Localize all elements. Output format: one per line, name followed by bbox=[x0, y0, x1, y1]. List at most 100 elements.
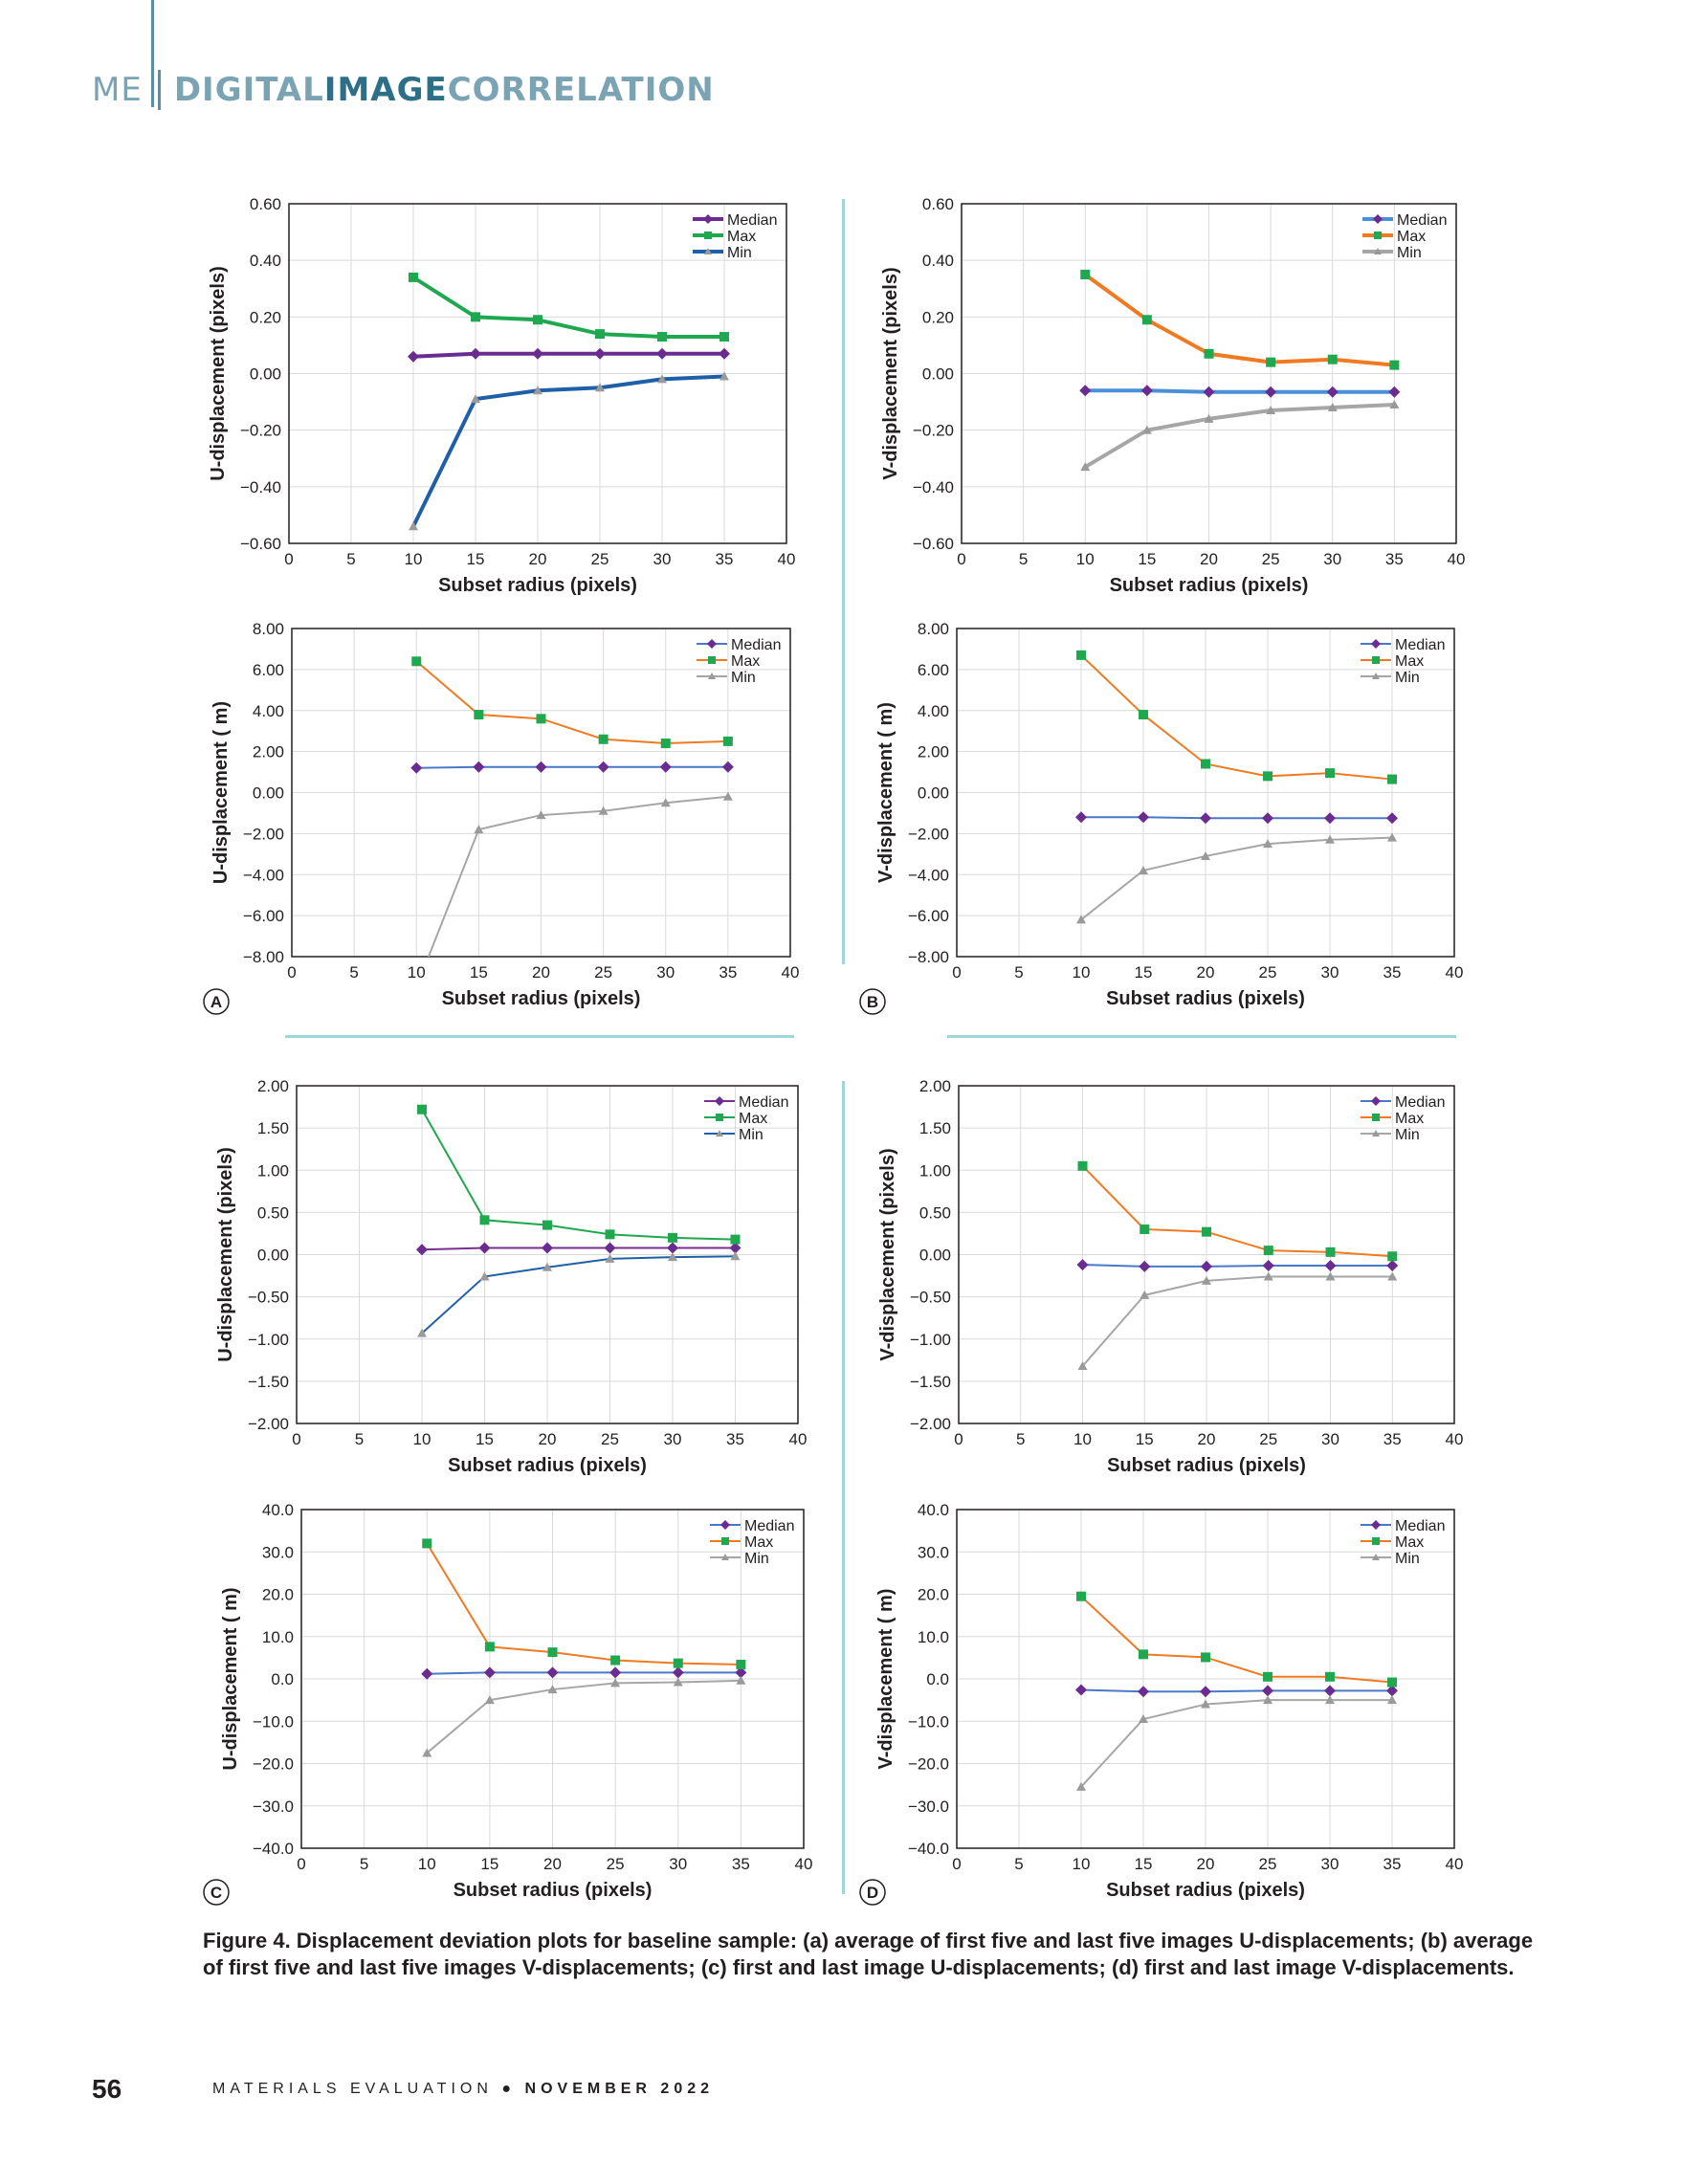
x-axis-label: Subset radius (pixels) bbox=[448, 1455, 647, 1476]
data-point-median bbox=[1076, 1259, 1089, 1271]
data-point-min bbox=[533, 386, 542, 395]
data-point-max bbox=[1263, 1671, 1273, 1682]
data-point-min bbox=[722, 791, 733, 801]
x-tick-label: 25 bbox=[1259, 1430, 1277, 1448]
series-line-median bbox=[421, 1246, 736, 1251]
y-tick-label: −1.50 bbox=[248, 1373, 289, 1391]
x-tick-label: 10 bbox=[413, 1430, 432, 1448]
x-tick-label: 0 bbox=[297, 1855, 305, 1873]
data-point-min bbox=[1141, 425, 1152, 434]
y-tick-label: −1.50 bbox=[910, 1373, 951, 1391]
footer-separator: ● bbox=[501, 2081, 517, 2097]
y-tick-label: −2.00 bbox=[248, 1415, 289, 1433]
y-tick-label: −10.0 bbox=[908, 1712, 949, 1731]
x-tick-label: 10 bbox=[408, 963, 426, 982]
y-tick-label: −0.20 bbox=[913, 422, 954, 440]
y-tick-label: 0.00 bbox=[253, 784, 284, 803]
x-tick-label: 10 bbox=[1073, 963, 1091, 982]
data-point-min bbox=[595, 383, 605, 392]
series-line-median bbox=[1085, 388, 1395, 394]
data-point-min bbox=[1139, 1714, 1148, 1724]
data-point-median bbox=[470, 347, 481, 360]
data-point-median bbox=[672, 1666, 684, 1679]
header-divider bbox=[157, 70, 161, 110]
y-tick-label: −30.0 bbox=[253, 1798, 294, 1816]
series-group bbox=[1076, 1160, 1399, 1370]
data-point-max bbox=[417, 1104, 427, 1114]
legend-marker bbox=[1373, 214, 1383, 224]
legend-marker bbox=[1372, 1130, 1380, 1136]
panel-label-circle bbox=[203, 988, 230, 1015]
x-tick-label: 25 bbox=[1259, 963, 1277, 982]
y-tick-label: 40.0 bbox=[262, 1501, 294, 1519]
legend-label-max: Max bbox=[1397, 229, 1426, 245]
legend-label-median: Median bbox=[1395, 1094, 1445, 1111]
legend-marker bbox=[707, 639, 717, 649]
x-tick-label: 0 bbox=[284, 550, 293, 568]
x-axis-label: Subset radius (pixels) bbox=[1106, 1880, 1305, 1901]
x-tick-label: 0 bbox=[292, 1430, 300, 1448]
y-axis-label: V-displacement ( m) bbox=[875, 1589, 896, 1770]
x-tick-label: 5 bbox=[346, 550, 355, 568]
chart-8: −40.0 −30.0 −20.0 −10.0 0.0 10.0 20.0 30.0 40.0 0… bbox=[875, 1501, 1463, 1901]
data-point-max bbox=[719, 332, 729, 342]
data-point-max bbox=[736, 1659, 746, 1669]
data-point-median bbox=[1203, 386, 1215, 398]
y-tick-label: 1.00 bbox=[919, 1161, 951, 1180]
data-point-max bbox=[673, 1658, 683, 1668]
data-point-min bbox=[1139, 865, 1148, 874]
data-point-max bbox=[595, 329, 605, 340]
data-point-max bbox=[1387, 1251, 1398, 1262]
series-line-min bbox=[1080, 1699, 1392, 1788]
y-tick-label: 0.60 bbox=[250, 195, 281, 213]
data-point-max bbox=[533, 315, 542, 325]
panel-label-d: D bbox=[867, 1884, 878, 1902]
x-tick-label: 5 bbox=[1019, 550, 1028, 568]
data-point-median bbox=[1386, 1685, 1398, 1697]
legend-label-max: Max bbox=[744, 1534, 773, 1551]
plot-frame bbox=[291, 628, 791, 958]
x-tick-label: 20 bbox=[543, 1855, 562, 1873]
x-tick-label: 40 bbox=[789, 1430, 808, 1448]
y-axis-label: V-displacement (pixels) bbox=[877, 1148, 898, 1360]
x-tick-label: 20 bbox=[1200, 550, 1218, 568]
legend-marker bbox=[1374, 232, 1382, 239]
y-tick-label: −1.00 bbox=[910, 1331, 951, 1349]
data-point-max bbox=[1204, 348, 1214, 359]
data-point-median bbox=[483, 1666, 496, 1679]
series-group bbox=[421, 1538, 747, 1757]
data-point-max bbox=[479, 1215, 490, 1225]
series-line-min bbox=[421, 1255, 736, 1335]
y-tick-label: −30.0 bbox=[908, 1798, 949, 1816]
chart-4: −8.00 −6.00 −4.00 −2.00 0.00 2.00 4.00 6.00 8.00… bbox=[875, 620, 1463, 1009]
y-tick-label: 0.00 bbox=[257, 1246, 289, 1265]
legend-marker bbox=[704, 232, 712, 239]
data-point-max bbox=[484, 1642, 495, 1652]
data-point-min bbox=[1140, 1290, 1150, 1299]
x-tick-label: 25 bbox=[607, 1855, 625, 1873]
x-tick-label: 15 bbox=[1135, 963, 1153, 982]
x-tick-label: 30 bbox=[1321, 963, 1339, 982]
x-tick-label: 5 bbox=[360, 1855, 368, 1873]
x-tick-label: 20 bbox=[529, 550, 547, 568]
data-point-median bbox=[421, 1667, 433, 1680]
vertical-divider-bottom bbox=[842, 1081, 845, 1894]
data-point-max bbox=[730, 1234, 741, 1245]
y-axis-label: U-displacement (pixels) bbox=[215, 1147, 236, 1362]
x-tick-label: 15 bbox=[1135, 1855, 1153, 1873]
vertical-divider-top bbox=[842, 199, 845, 964]
series-line-max bbox=[421, 1109, 736, 1241]
y-tick-label: 0.0 bbox=[271, 1670, 294, 1688]
x-tick-label: 35 bbox=[716, 550, 734, 568]
data-point-median bbox=[1324, 812, 1336, 825]
x-tick-label: 0 bbox=[287, 963, 296, 982]
x-tick-label: 0 bbox=[952, 963, 961, 982]
y-tick-label: 0.60 bbox=[922, 195, 954, 213]
series-group bbox=[1075, 1591, 1398, 1791]
y-tick-label: 20.0 bbox=[262, 1586, 294, 1604]
data-point-median bbox=[542, 1242, 553, 1254]
data-point-max bbox=[1263, 1246, 1273, 1256]
data-point-median bbox=[1386, 812, 1398, 825]
legend-marker bbox=[720, 1520, 730, 1530]
data-point-min bbox=[474, 825, 484, 834]
